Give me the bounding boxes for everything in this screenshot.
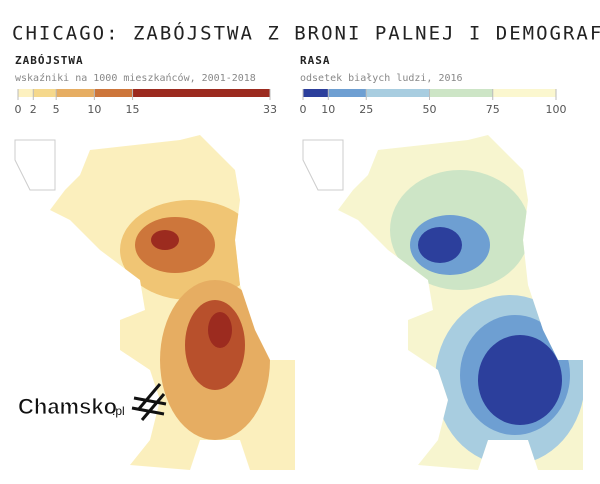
legend-bin <box>132 89 270 97</box>
legend-bin <box>328 89 367 97</box>
legend-tick-label: 50 <box>423 103 437 116</box>
legend-bin <box>33 89 57 97</box>
legend-tick-label: 33 <box>263 103 277 116</box>
legend-bin <box>429 89 493 97</box>
map-left <box>14 135 295 470</box>
legend-tick-label: 10 <box>321 103 335 116</box>
legend-tick-label: 15 <box>126 103 140 116</box>
legend-tick-label: 0 <box>15 103 22 116</box>
legend-tick-label: 75 <box>486 103 500 116</box>
legend-bin <box>492 89 556 97</box>
legend-bin <box>303 89 329 97</box>
legend-tick-label: 5 <box>53 103 60 116</box>
map-right <box>302 135 583 470</box>
watermark-name: Chamsko <box>18 394 117 419</box>
legend-tick-label: 100 <box>546 103 567 116</box>
legend-subtitle: wskaźniki na 1000 mieszkańców, 2001-2018 <box>15 72 256 84</box>
watermark-suffix: .pl <box>112 404 125 418</box>
legend-tick-label: 2 <box>30 103 37 116</box>
legend-tick-label: 0 <box>300 103 307 116</box>
legend-tick-label: 25 <box>359 103 373 116</box>
legend-bin <box>366 89 430 97</box>
legend-bin <box>94 89 133 97</box>
legend-title: RASA <box>300 54 331 67</box>
legend-bin <box>18 89 34 97</box>
legend-bin <box>56 89 95 97</box>
legend-title: ZABÓJSTWA <box>15 54 84 67</box>
watermark: Chamsko .pl <box>18 383 167 421</box>
title: CHICAGO: ZABÓJSTWA Z BRONI PALNEJ I DEMO… <box>12 21 600 45</box>
legend-tick-label: 10 <box>87 103 101 116</box>
legend-subtitle: odsetek białych ludzi, 2016 <box>300 73 463 84</box>
